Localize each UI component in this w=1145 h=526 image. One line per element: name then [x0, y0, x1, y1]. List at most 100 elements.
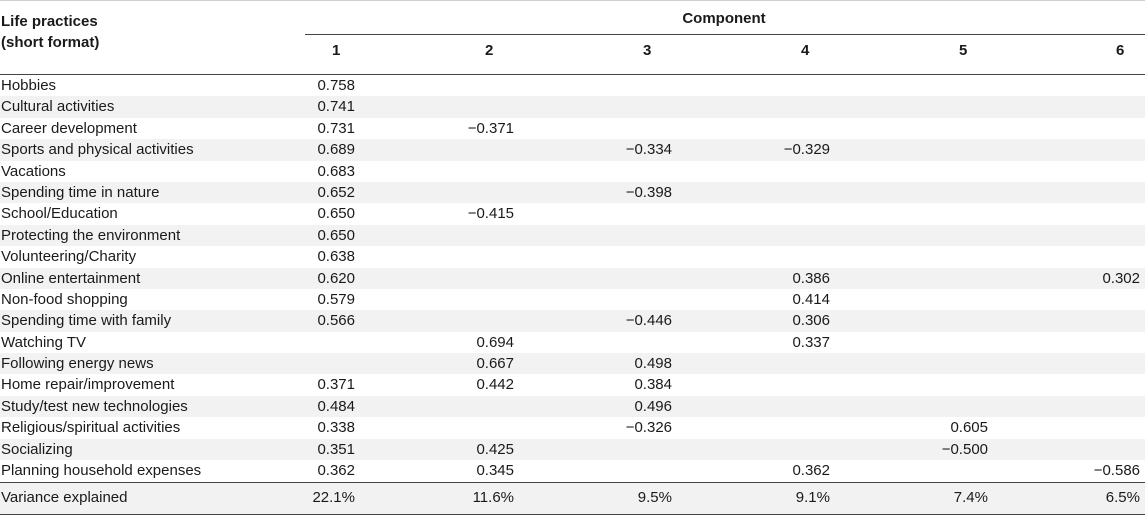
- loading-value-component-4: 0.414: [792, 290, 830, 308]
- row-label: Career development: [1, 119, 137, 137]
- variance-value-4: 9.1%: [795, 489, 830, 507]
- loading-value-component-4: 0.306: [792, 312, 830, 330]
- table-row: Non-food shopping 0.579 0.414: [0, 289, 1145, 310]
- table-body: Hobbies 0.758 Cultural activities 0.741 Care…: [0, 75, 1145, 481]
- loading-value-component-1: 0.683: [317, 162, 355, 180]
- table-row: Sports and physical activities 0.689 −0.33…: [0, 139, 1145, 161]
- row-label: School/Education: [1, 205, 118, 223]
- row-label: Online entertainment: [1, 269, 141, 287]
- table-row: Watching TV 0.694 0.337: [0, 332, 1145, 353]
- row-label: Hobbies: [1, 77, 57, 94]
- loading-value-component-2: 0.345: [476, 462, 514, 480]
- header-bottom-rule: [0, 74, 1145, 75]
- loading-value-component-4: −0.329: [783, 141, 830, 159]
- loading-value-component-3: −0.398: [625, 183, 672, 201]
- loading-value-component-2: 0.694: [476, 333, 514, 351]
- column-header-4: 4: [801, 42, 810, 59]
- loading-value-component-1: 0.731: [317, 119, 355, 137]
- table-row: Cultural activities 0.741: [0, 96, 1145, 118]
- loading-value-component-1: 0.650: [317, 226, 355, 244]
- row-label: Protecting the environment: [1, 226, 181, 244]
- loading-value-component-2: 0.425: [476, 440, 514, 458]
- table-row: Protecting the environment 0.650: [0, 224, 1145, 247]
- loading-value-component-4: 0.362: [792, 462, 830, 480]
- table-row: Spending time in nature 0.652 −0.398: [0, 181, 1145, 204]
- table-row: Planning household expenses 0.362 0.345 0.3…: [0, 460, 1145, 481]
- loading-value-component-2: −0.371: [467, 119, 514, 137]
- row-label: Study/test new technologies: [1, 397, 188, 415]
- row-label: Spending time in nature: [1, 183, 160, 201]
- component-header-rule: [305, 34, 1145, 35]
- loading-value-component-1: 0.362: [317, 462, 355, 480]
- row-label: Cultural activities: [1, 98, 115, 116]
- row-label: Following energy news: [1, 355, 154, 373]
- loading-value-component-5: −0.500: [941, 440, 988, 458]
- row-label: Socializing: [1, 440, 73, 458]
- table-row: Vacations 0.683: [0, 161, 1145, 182]
- loading-value-component-1: 0.484: [317, 397, 355, 415]
- variance-value-1: 22.1%: [312, 489, 355, 507]
- loading-value-component-1: 0.741: [317, 98, 355, 116]
- loading-value-component-3: 0.498: [634, 355, 672, 373]
- loading-value-component-6: 0.302: [1102, 269, 1140, 287]
- loading-value-component-4: 0.386: [792, 269, 830, 287]
- row-label: Vacations: [1, 162, 66, 180]
- variance-value-2: 11.6%: [472, 489, 514, 507]
- component-group-title: Component: [682, 10, 766, 27]
- loading-value-component-1: 0.652: [317, 183, 355, 201]
- row-label: Non-food shopping: [1, 290, 128, 308]
- loading-value-component-4: 0.337: [792, 333, 830, 351]
- variance-row: Variance explained 22.1% 11.6% 9.5% 9.1%…: [0, 482, 1145, 516]
- table-row: Home repair/improvement 0.371 0.442 0.384: [0, 374, 1145, 395]
- row-label-title-line1: Life practices: [1, 13, 98, 30]
- variance-value-6: 6.5%: [1105, 489, 1140, 507]
- variance-label: Variance explained: [1, 489, 128, 507]
- loading-value-component-5: 0.605: [950, 419, 988, 437]
- loading-value-component-1: 0.566: [317, 312, 355, 330]
- loading-value-component-6: −0.586: [1093, 462, 1140, 480]
- row-label: Watching TV: [1, 333, 87, 351]
- loading-value-component-1: 0.758: [317, 77, 355, 94]
- table-row: Hobbies 0.758: [0, 75, 1145, 96]
- table-row: Following energy news 0.667 0.498: [0, 353, 1145, 375]
- loading-value-component-3: −0.326: [625, 419, 672, 437]
- column-header-3: 3: [643, 42, 652, 59]
- loading-value-component-1: 0.650: [317, 205, 355, 223]
- table-row: Spending time with family 0.566 −0.446 0.30…: [0, 310, 1145, 332]
- column-header-6: 6: [1116, 42, 1125, 59]
- loading-value-component-3: −0.446: [625, 312, 672, 330]
- loading-value-component-1: 0.338: [317, 419, 355, 437]
- column-header-1: 1: [332, 42, 341, 59]
- row-label: Religious/spiritual activities: [1, 419, 181, 437]
- row-label-column-title: Life practices (short format): [1, 11, 181, 53]
- table-row: Study/test new technologies 0.484 0.496: [0, 395, 1145, 418]
- loading-value-component-1: 0.638: [317, 248, 355, 266]
- loading-value-component-1: 0.689: [317, 141, 355, 159]
- loading-value-component-3: 0.496: [634, 397, 672, 415]
- row-label: Home repair/improvement: [1, 376, 175, 394]
- loading-value-component-3: 0.384: [634, 376, 672, 394]
- loading-value-component-2: 0.667: [476, 355, 514, 373]
- row-label: Volunteering/Charity: [1, 248, 137, 266]
- table-row: Volunteering/Charity 0.638: [0, 246, 1145, 267]
- loading-value-component-1: 0.620: [317, 269, 355, 287]
- loading-value-component-3: −0.334: [625, 141, 672, 159]
- loading-value-component-1: 0.579: [317, 290, 355, 308]
- row-label-title-line2: (short format): [1, 34, 100, 51]
- row-label: Sports and physical activities: [1, 141, 194, 159]
- table-row: Online entertainment 0.620 0.386 0.302: [0, 267, 1145, 289]
- variance-value-5: 7.4%: [953, 489, 988, 507]
- table-row: School/Education 0.650 −0.415: [0, 203, 1145, 224]
- loading-value-component-2: −0.415: [467, 205, 514, 223]
- column-header-2: 2: [485, 42, 494, 59]
- row-label: Planning household expenses: [1, 462, 202, 480]
- table-row: Socializing 0.351 0.425 −0.500: [0, 438, 1145, 461]
- table-row: Career development 0.731 −0.371: [0, 118, 1145, 139]
- loading-value-component-1: 0.371: [317, 376, 355, 394]
- row-label: Spending time with family: [1, 312, 172, 330]
- loading-value-component-1: 0.351: [317, 440, 355, 458]
- loading-value-component-2: 0.442: [476, 376, 514, 394]
- column-header-5: 5: [959, 42, 968, 59]
- table-header: Life practices (short format) Component …: [0, 0, 1145, 75]
